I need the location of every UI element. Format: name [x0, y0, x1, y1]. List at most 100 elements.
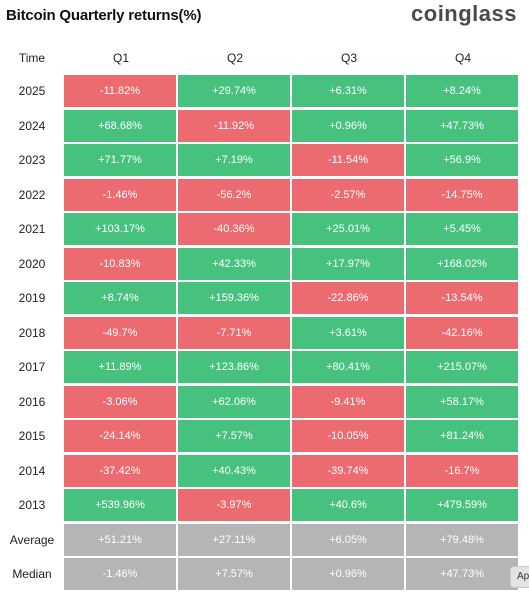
returns-table: Time Q1 Q2 Q3 Q4 2025 -11.82% +29.74% +6.31…	[0, 42, 520, 592]
return-cell[interactable]: +40.6%	[292, 489, 404, 522]
return-cell[interactable]: -1.46%	[64, 178, 176, 211]
return-cell[interactable]: +11.89%	[64, 351, 176, 384]
return-cell[interactable]: +25.01%	[292, 213, 404, 246]
return-cell[interactable]: +7.57%	[178, 558, 290, 591]
return-cell[interactable]: +81.24%	[406, 420, 518, 453]
return-cell[interactable]: +6.05%	[292, 523, 404, 556]
return-cell[interactable]: -37.42%	[64, 454, 176, 487]
return-cell[interactable]: +123.86%	[178, 351, 290, 384]
return-cell[interactable]: -1.46%	[64, 558, 176, 591]
return-cell[interactable]: +5.45%	[406, 213, 518, 246]
row-label: 2021	[18, 222, 46, 237]
row-label: Average	[9, 532, 55, 547]
return-cell[interactable]: +0.96%	[292, 558, 404, 591]
return-cell[interactable]: -11.54%	[292, 144, 404, 177]
return-cell[interactable]: -24.14%	[64, 420, 176, 453]
return-cell[interactable]: +103.17%	[64, 213, 176, 246]
table-row: 2022 -1.46% -56.2% -2.57% -14.75%	[0, 178, 520, 213]
return-cell[interactable]: -22.86%	[292, 282, 404, 315]
return-cell[interactable]: +62.06%	[178, 385, 290, 418]
return-cell[interactable]: +29.74%	[178, 75, 290, 108]
table-body: 2025 -11.82% +29.74% +6.31% +8.24% 2024 +68.68…	[0, 74, 520, 592]
return-cell[interactable]: +68.68%	[64, 109, 176, 142]
return-cell[interactable]: -49.7%	[64, 316, 176, 349]
return-cell[interactable]: -7.71%	[178, 316, 290, 349]
return-cell[interactable]: +7.19%	[178, 144, 290, 177]
table-row: 2024 +68.68% -11.92% +0.96% +47.73%	[0, 109, 520, 144]
return-cell[interactable]: +0.96%	[292, 109, 404, 142]
column-header-q2: Q2	[226, 51, 243, 65]
table-row: Average +51.21% +27.11% +6.05% +79.48%	[0, 523, 520, 558]
row-label: 2018	[18, 325, 46, 340]
return-cell[interactable]: -13.54%	[406, 282, 518, 315]
return-cell[interactable]: -10.05%	[292, 420, 404, 453]
return-cell[interactable]: +215.07%	[406, 351, 518, 384]
return-cell[interactable]: -3.06%	[64, 385, 176, 418]
return-cell[interactable]: +479.59%	[406, 489, 518, 522]
table-row: 2018 -49.7% -7.71% +3.61% -42.16%	[0, 316, 520, 351]
return-cell[interactable]: +71.77%	[64, 144, 176, 177]
row-label: 2025	[18, 84, 46, 99]
return-cell[interactable]: +47.73%	[406, 558, 518, 591]
return-cell[interactable]: +17.97%	[292, 247, 404, 280]
return-cell[interactable]: -11.82%	[64, 75, 176, 108]
table-header-row: Time Q1 Q2 Q3 Q4	[0, 42, 520, 74]
return-cell[interactable]: -10.83%	[64, 247, 176, 280]
row-label: 2019	[18, 291, 46, 306]
column-header-q3: Q3	[340, 51, 357, 65]
column-header-time: Time	[18, 51, 46, 65]
return-cell[interactable]: +8.24%	[406, 75, 518, 108]
table-row: 2025 -11.82% +29.74% +6.31% +8.24%	[0, 74, 520, 109]
return-cell[interactable]: +8.74%	[64, 282, 176, 315]
return-cell[interactable]: +159.36%	[178, 282, 290, 315]
return-cell[interactable]: -11.92%	[178, 109, 290, 142]
return-cell[interactable]: -40.36%	[178, 213, 290, 246]
return-cell[interactable]: +56.9%	[406, 144, 518, 177]
return-cell[interactable]: +79.48%	[406, 523, 518, 556]
return-cell[interactable]: -42.16%	[406, 316, 518, 349]
table-row: 2015 -24.14% +7.57% -10.05% +81.24%	[0, 419, 520, 454]
table-row: 2020 -10.83% +42.33% +17.97% +168.02%	[0, 247, 520, 282]
row-label: 2014	[18, 463, 46, 478]
table-row: 2014 -37.42% +40.43% -39.74% -16.7%	[0, 454, 520, 489]
return-cell[interactable]: +27.11%	[178, 523, 290, 556]
return-cell[interactable]: +168.02%	[406, 247, 518, 280]
row-label: 2020	[18, 256, 46, 271]
table-row: 2017 +11.89% +123.86% +80.41% +215.07%	[0, 350, 520, 385]
return-cell[interactable]: +40.43%	[178, 454, 290, 487]
column-header-q1: Q1	[112, 51, 129, 65]
return-cell[interactable]: +539.96%	[64, 489, 176, 522]
row-label: 2013	[18, 498, 46, 513]
return-cell[interactable]: +7.57%	[178, 420, 290, 453]
table-row: 2019 +8.74% +159.36% -22.86% -13.54%	[0, 281, 520, 316]
header: Bitcoin Quarterly returns(%) coinglass	[0, 0, 529, 34]
column-header-q4: Q4	[454, 51, 471, 65]
table-row: 2016 -3.06% +62.06% -9.41% +58.17%	[0, 385, 520, 420]
return-cell[interactable]: -2.57%	[292, 178, 404, 211]
row-label: 2015	[18, 429, 46, 444]
return-cell[interactable]: +6.31%	[292, 75, 404, 108]
return-cell[interactable]: +80.41%	[292, 351, 404, 384]
return-cell[interactable]: +42.33%	[178, 247, 290, 280]
return-cell[interactable]: +58.17%	[406, 385, 518, 418]
row-label: 2017	[18, 360, 46, 375]
row-label: 2016	[18, 394, 46, 409]
table-row: Median -1.46% +7.57% +0.96% +47.73%	[0, 557, 520, 592]
return-cell[interactable]: -14.75%	[406, 178, 518, 211]
table-row: 2021 +103.17% -40.36% +25.01% +5.45%	[0, 212, 520, 247]
return-cell[interactable]: -56.2%	[178, 178, 290, 211]
return-cell[interactable]: +3.61%	[292, 316, 404, 349]
row-label: Median	[12, 567, 52, 582]
table-row: 2023 +71.77% +7.19% -11.54% +56.9%	[0, 143, 520, 178]
return-cell[interactable]: -9.41%	[292, 385, 404, 418]
row-label: 2024	[18, 118, 46, 133]
partial-tooltip: Ap	[510, 566, 529, 588]
row-label: 2023	[18, 153, 46, 168]
return-cell[interactable]: +51.21%	[64, 523, 176, 556]
return-cell[interactable]: -39.74%	[292, 454, 404, 487]
return-cell[interactable]: -3.97%	[178, 489, 290, 522]
row-label: 2022	[18, 187, 46, 202]
return-cell[interactable]: +47.73%	[406, 109, 518, 142]
chart-title: Bitcoin Quarterly returns(%)	[6, 7, 202, 24]
return-cell[interactable]: -16.7%	[406, 454, 518, 487]
